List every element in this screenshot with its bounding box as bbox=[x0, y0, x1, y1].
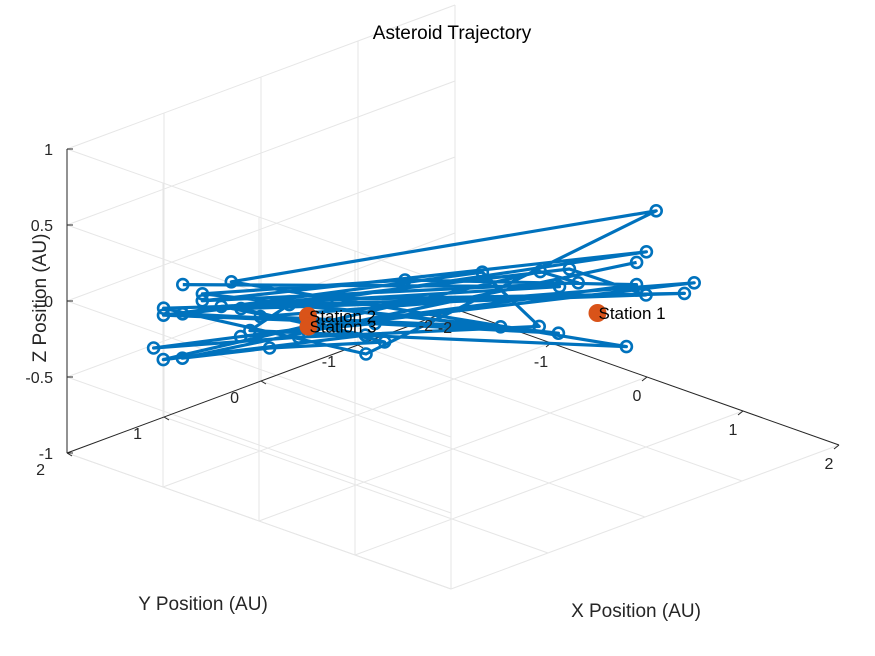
trajectory-point bbox=[677, 286, 692, 301]
trajectory-point bbox=[195, 293, 210, 308]
station-marker bbox=[588, 304, 607, 322]
grid-line-floor-y bbox=[163, 416, 549, 554]
trajectory-point bbox=[214, 299, 229, 314]
trajectory-point bbox=[253, 309, 268, 324]
trajectory-point bbox=[551, 326, 566, 341]
trajectory-point bbox=[571, 275, 586, 290]
z-tick-label: -1 bbox=[39, 446, 53, 463]
trajectory-point bbox=[156, 308, 171, 323]
y-tick-label: 1 bbox=[133, 426, 142, 443]
trajectory-point bbox=[475, 265, 490, 280]
trajectory-point bbox=[291, 330, 306, 345]
trajectory-point bbox=[639, 245, 654, 259]
trajectory-point bbox=[629, 277, 644, 292]
z-tick-label: -0.5 bbox=[25, 370, 53, 387]
trajectory-point bbox=[493, 319, 508, 334]
y-axis-label: Y Position (AU) bbox=[138, 594, 268, 615]
grid-line-wall-z bbox=[66, 80, 456, 226]
trajectory-point bbox=[398, 273, 412, 287]
trajectory-point bbox=[377, 335, 392, 349]
x-tick-label: 2 bbox=[825, 456, 834, 473]
grid-line-floor-y bbox=[357, 344, 743, 482]
y-tick-label: 0 bbox=[230, 390, 239, 407]
x-axis-label: X Position (AU) bbox=[571, 601, 701, 622]
z-tick-label: 0.5 bbox=[31, 218, 53, 235]
y-tick bbox=[357, 344, 364, 349]
y-tick-label: 2 bbox=[36, 462, 45, 479]
grid-line-wall-z bbox=[66, 156, 456, 302]
trajectory-point bbox=[619, 339, 634, 354]
trajectory-line bbox=[152, 209, 696, 362]
trajectory-point bbox=[176, 277, 190, 292]
x-tick-label: -1 bbox=[534, 354, 548, 371]
trajectory-point bbox=[233, 329, 248, 344]
trajectory-point bbox=[552, 279, 567, 294]
grid-line-wall-z bbox=[66, 452, 452, 590]
station-label: Station 3 bbox=[310, 318, 377, 337]
chart-title: Asteroid Trajectory bbox=[373, 23, 532, 44]
trajectory-point bbox=[234, 301, 248, 316]
x-tick bbox=[641, 376, 648, 382]
grid-line-floor-y bbox=[260, 380, 646, 518]
trajectory-point bbox=[629, 255, 644, 270]
grid-line-wall-z bbox=[66, 300, 452, 438]
station-marker bbox=[299, 317, 318, 336]
y-tick bbox=[260, 380, 267, 385]
trajectory-point bbox=[639, 288, 653, 302]
trajectory-point bbox=[175, 351, 190, 366]
trajectory-point bbox=[320, 292, 334, 307]
grid-line-wall-z bbox=[66, 4, 456, 150]
trajectory-point bbox=[687, 275, 702, 290]
x-tick-label: -2 bbox=[438, 320, 452, 337]
station-label: Station 1 bbox=[599, 304, 666, 323]
trajectory-point bbox=[243, 323, 257, 338]
y-tick bbox=[163, 416, 170, 421]
x-tick-label: 0 bbox=[633, 388, 642, 405]
y-tick-label: -1 bbox=[322, 354, 336, 371]
trajectory-point bbox=[156, 352, 171, 367]
trajectory-point bbox=[282, 297, 297, 312]
grid-line-wall-z bbox=[66, 376, 452, 514]
trajectory-point bbox=[562, 262, 577, 276]
trajectory-point bbox=[195, 286, 210, 301]
trajectory-point bbox=[368, 316, 382, 331]
trajectory-point bbox=[358, 328, 373, 343]
trajectory-point bbox=[156, 301, 171, 316]
z-axis-label: Z Position (AU) bbox=[30, 234, 51, 363]
x-tick-label: 1 bbox=[729, 422, 738, 439]
x-tick bbox=[833, 444, 840, 450]
trajectory-point bbox=[649, 204, 664, 218]
trajectory-point bbox=[175, 306, 190, 321]
station-label: Station 2 bbox=[309, 307, 376, 326]
trajectory-point bbox=[359, 347, 373, 361]
trajectory-point bbox=[146, 341, 161, 355]
trajectory-point bbox=[532, 319, 547, 334]
z-tick-label: 1 bbox=[44, 142, 53, 159]
x-tick bbox=[737, 410, 744, 416]
trajectory-point bbox=[262, 341, 277, 355]
grid-line-wall-z bbox=[66, 148, 452, 286]
trajectory-point bbox=[224, 274, 239, 289]
z-tick-label: 0 bbox=[44, 294, 53, 311]
y-tick-label: -2 bbox=[419, 318, 433, 335]
trajectory-point bbox=[533, 264, 548, 279]
